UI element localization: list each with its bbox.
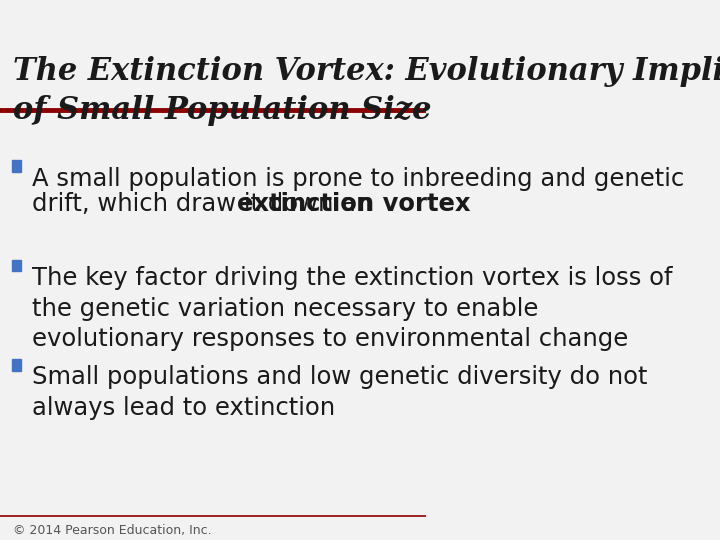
FancyBboxPatch shape (12, 359, 22, 371)
FancyBboxPatch shape (12, 260, 22, 272)
Text: © 2014 Pearson Education, Inc.: © 2014 Pearson Education, Inc. (13, 524, 212, 537)
Text: extinction vortex: extinction vortex (238, 192, 471, 217)
FancyBboxPatch shape (12, 160, 22, 172)
Text: drift, which draw it down an: drift, which draw it down an (32, 192, 379, 217)
Text: A small population is prone to inbreeding and genetic: A small population is prone to inbreedin… (32, 167, 684, 191)
Text: Small populations and low genetic diversity do not
always lead to extinction: Small populations and low genetic divers… (32, 366, 647, 420)
Text: The key factor driving the extinction vortex is loss of
the genetic variation ne: The key factor driving the extinction vo… (32, 266, 672, 352)
Text: The Extinction Vortex: Evolutionary Implications
of Small Population Size: The Extinction Vortex: Evolutionary Impl… (13, 56, 720, 126)
